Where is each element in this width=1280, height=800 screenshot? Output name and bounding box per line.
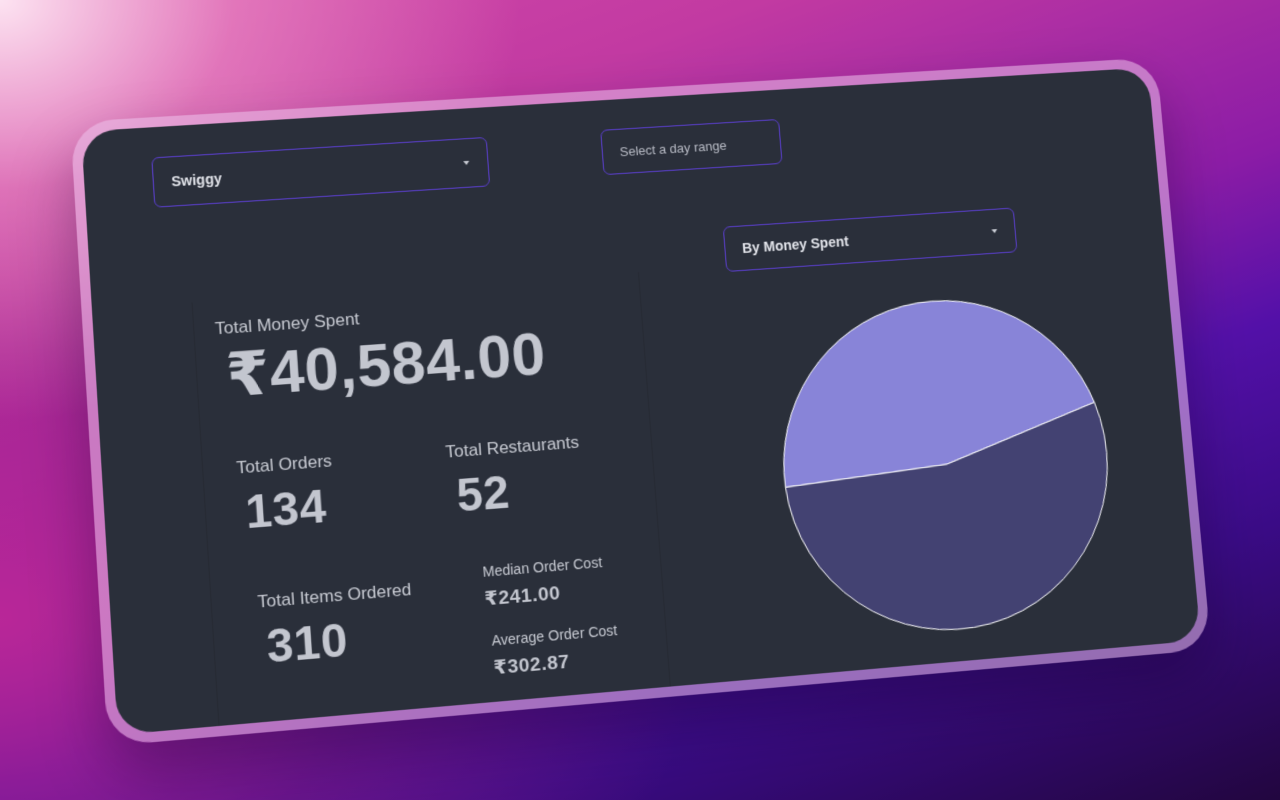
platform-select-value: Swiggy [171, 155, 464, 189]
total-items-value: 310 [265, 606, 416, 674]
total-money-stat: Total Money Spent ₹40,584.00 [214, 297, 548, 413]
dashboard-screen: Swiggy Select a day range By Money Spent… [81, 67, 1201, 734]
day-range-placeholder: Select a day range [619, 134, 780, 159]
total-restaurants-value: 52 [455, 459, 584, 523]
average-order-cost-stat: Average Order Cost ₹302.87 [491, 622, 620, 680]
chart-metric-value: By Money Spent [742, 224, 993, 256]
total-restaurants-stat: Total Restaurants 52 [445, 433, 584, 524]
total-orders-label: Total Orders [236, 451, 333, 479]
total-items-stat: Total Items Ordered 310 [257, 580, 416, 675]
average-order-cost-value: ₹302.87 [493, 646, 620, 680]
chevron-down-icon [463, 161, 469, 165]
total-orders-value: 134 [244, 477, 337, 539]
pie-chart [767, 286, 1126, 648]
chart-metric-select[interactable]: By Money Spent [723, 207, 1018, 272]
platform-select[interactable]: Swiggy [151, 137, 490, 208]
median-order-cost-value: ₹241.00 [484, 578, 605, 611]
chevron-down-icon [991, 229, 997, 233]
stats-panel: Total Money Spent ₹40,584.00 Total Order… [192, 272, 675, 735]
device-frame: Swiggy Select a day range By Money Spent… [70, 57, 1211, 746]
average-order-cost-label: Average Order Cost [491, 622, 618, 649]
pie-chart-container [767, 286, 1126, 648]
median-order-cost-label: Median Order Cost [482, 554, 603, 580]
day-range-picker[interactable]: Select a day range [600, 119, 782, 175]
median-order-cost-stat: Median Order Cost ₹241.00 [482, 554, 605, 611]
total-orders-stat: Total Orders 134 [236, 451, 337, 540]
total-restaurants-label: Total Restaurants [445, 433, 580, 463]
